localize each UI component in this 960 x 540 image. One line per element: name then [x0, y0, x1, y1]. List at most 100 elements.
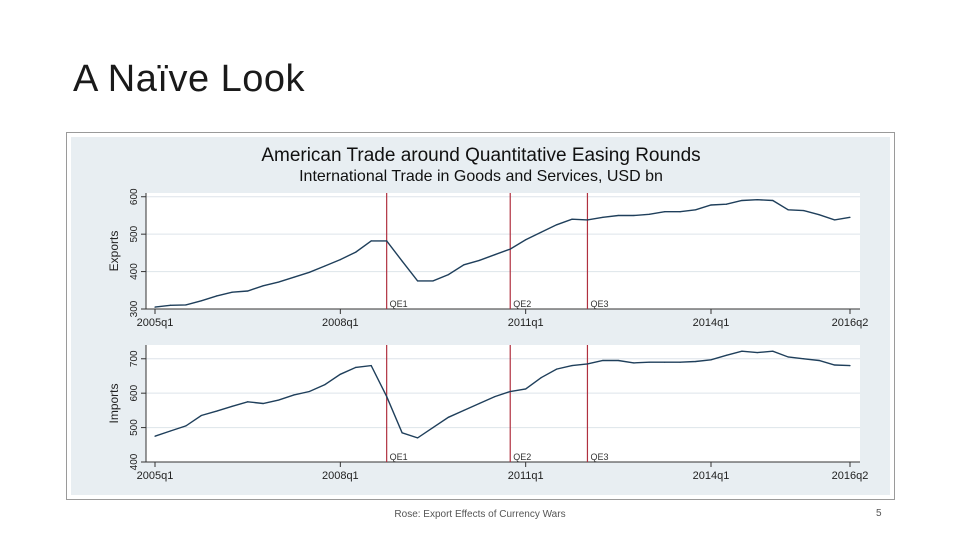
data-point	[401, 432, 403, 434]
data-point	[633, 362, 635, 364]
data-point	[555, 368, 558, 370]
data-point	[339, 259, 341, 261]
data-point	[525, 239, 527, 241]
qe-label: QE1	[390, 452, 408, 462]
data-point	[633, 214, 635, 217]
data-point	[216, 295, 218, 297]
data-point	[710, 359, 712, 361]
series-line-exports	[154, 198, 851, 308]
data-point	[787, 209, 789, 211]
qe-label: QE1	[390, 299, 408, 309]
data-point	[324, 383, 326, 386]
qe-label: QE3	[590, 452, 608, 462]
data-point	[447, 416, 450, 418]
data-point	[540, 377, 542, 379]
plot-area	[146, 345, 860, 462]
data-point	[710, 204, 712, 206]
y-tick-label: 400	[129, 263, 140, 280]
data-point	[169, 430, 172, 432]
data-point	[200, 300, 202, 302]
y-tick-label: 700	[129, 350, 140, 367]
data-point	[803, 358, 805, 360]
data-point	[602, 216, 604, 218]
y-tick-label: 500	[129, 419, 140, 436]
data-point	[741, 199, 743, 202]
data-point	[324, 265, 326, 267]
data-point	[231, 291, 233, 293]
x-tick-label: 2016q2	[832, 470, 869, 482]
data-point	[586, 363, 589, 365]
data-point	[772, 350, 774, 352]
data-point	[509, 248, 511, 250]
y-axis-title: Exports	[107, 231, 121, 272]
x-tick-label: 2005q1	[137, 470, 174, 482]
chart-svg: American Trade around Quantitative Easin…	[71, 137, 890, 495]
data-point	[463, 409, 465, 411]
series-line-imports	[154, 350, 851, 439]
data-point	[416, 437, 419, 439]
data-point	[571, 365, 573, 367]
data-point	[772, 199, 774, 202]
data-point	[231, 405, 233, 407]
data-point	[432, 280, 434, 282]
data-point	[154, 306, 156, 308]
data-point	[725, 203, 728, 205]
data-point	[293, 276, 295, 278]
data-point	[308, 271, 311, 273]
x-tick-label: 2011q1	[508, 470, 544, 482]
y-tick-label: 600	[129, 384, 140, 401]
data-point	[818, 214, 820, 216]
x-tick-label: 2008q1	[322, 317, 359, 329]
data-point	[355, 366, 357, 368]
data-point	[355, 251, 357, 253]
y-axis-title: Imports	[107, 383, 121, 423]
data-point	[247, 401, 249, 403]
data-point	[386, 396, 388, 398]
data-point	[849, 365, 851, 367]
data-point	[308, 390, 311, 393]
slide-footer: Rose: Export Effects of Currency Wars	[394, 509, 566, 520]
data-point	[370, 240, 372, 242]
data-point	[679, 361, 681, 363]
data-point	[262, 285, 264, 287]
data-point	[818, 359, 820, 362]
data-point	[277, 281, 280, 283]
data-point	[694, 360, 697, 363]
x-tick-label: 2016q2	[832, 317, 869, 329]
data-point	[648, 361, 650, 363]
data-point	[833, 219, 836, 221]
chart-title: American Trade around Quantitative Easin…	[261, 145, 700, 166]
page-number: 5	[876, 508, 882, 519]
data-point	[586, 219, 589, 221]
data-point	[154, 435, 156, 437]
data-point	[416, 280, 419, 282]
data-point	[664, 361, 666, 363]
data-point	[463, 264, 465, 266]
data-point	[447, 273, 450, 276]
data-point	[664, 211, 666, 213]
data-point	[185, 304, 187, 306]
data-point	[679, 211, 681, 213]
data-point	[200, 414, 202, 417]
data-point	[386, 240, 388, 242]
data-point	[277, 399, 280, 401]
data-point	[494, 396, 496, 398]
y-tick-label: 600	[129, 188, 140, 205]
data-point	[617, 359, 619, 362]
data-point	[370, 365, 372, 367]
panel-exports: 300 400 500 600 Exports 2005q1 2008q1 2011q1 201…	[107, 188, 868, 329]
qe-label: QE2	[513, 452, 531, 462]
data-point	[756, 199, 758, 201]
y-tick-label: 300	[129, 300, 140, 317]
data-point	[849, 216, 851, 218]
data-point	[602, 359, 604, 362]
data-point	[648, 213, 650, 215]
x-tick-label: 2014q1	[693, 317, 730, 329]
data-point	[803, 209, 805, 212]
data-point	[694, 209, 697, 211]
data-point	[169, 304, 172, 306]
data-point	[262, 402, 264, 405]
data-point	[432, 426, 434, 429]
slide-title: A Naïve Look	[73, 58, 306, 100]
x-tick-label: 2005q1	[137, 317, 174, 329]
